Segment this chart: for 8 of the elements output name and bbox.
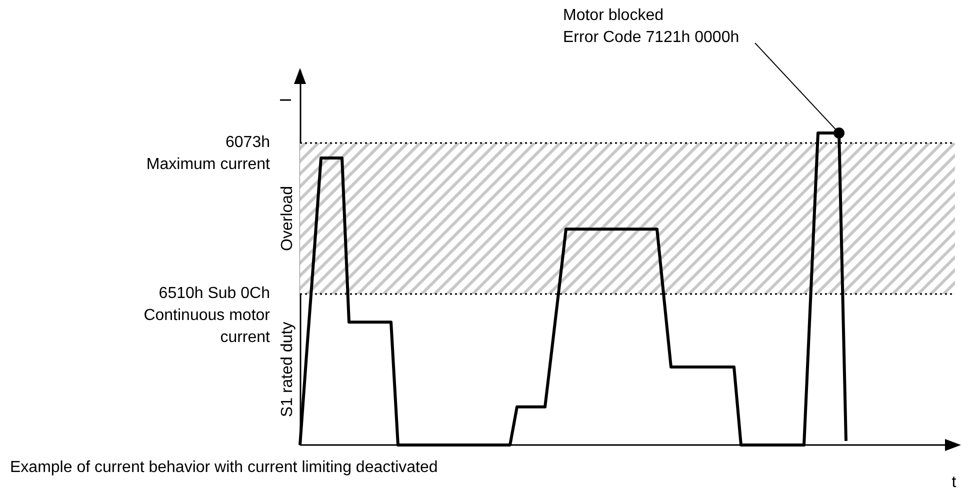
ref-line-label: 6510h Sub 0Ch Continuous motor current <box>144 284 271 346</box>
y-axis-title: I <box>278 98 295 102</box>
text: S1 rated duty <box>279 322 296 418</box>
text: Example of current behavior with current limiting deactivated <box>10 459 438 476</box>
ref-line-label: 6073h Maximum current <box>146 134 271 173</box>
text: Motor blocked Error Code 7121h 0000h <box>563 7 740 46</box>
band-label: Overload <box>279 186 296 251</box>
text: t <box>952 474 957 491</box>
